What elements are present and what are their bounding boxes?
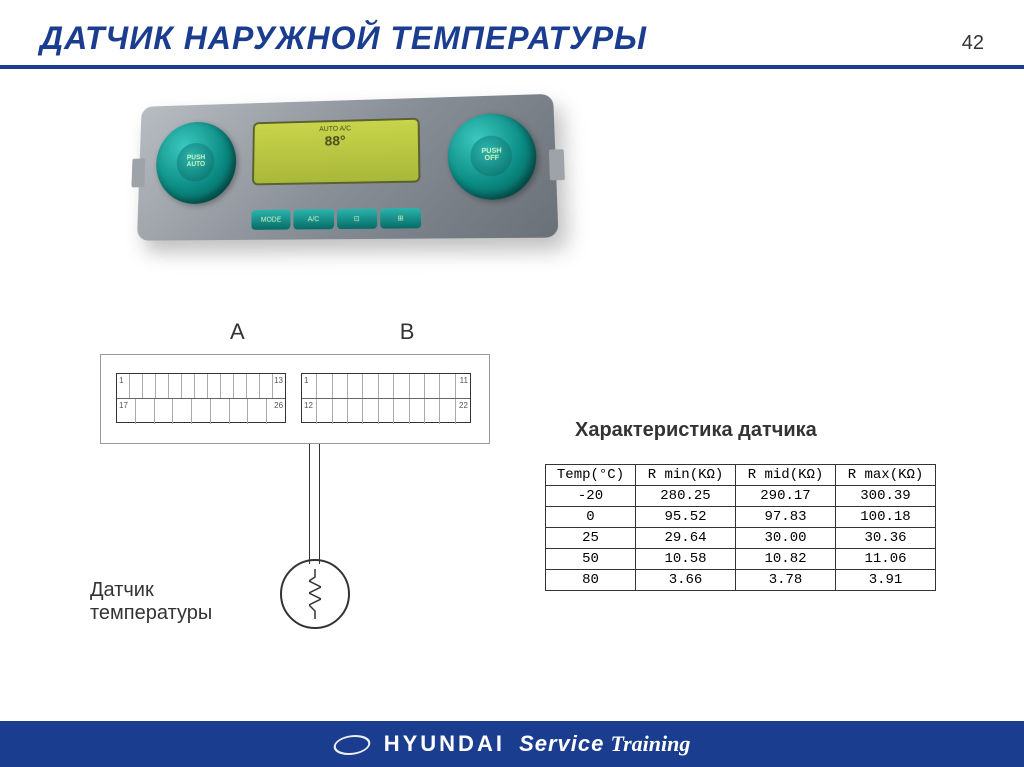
table-cell: 80 xyxy=(546,570,636,591)
page-title: ДАТЧИК НАРУЖНОЙ ТЕМПЕРАТУРЫ xyxy=(40,20,647,57)
content-area: AUTO A/C 88° MODE A/C ⊡ ⊞ A B 1 13 17 xyxy=(0,89,1024,709)
table-cell: 97.83 xyxy=(736,507,836,528)
footer-training: Training xyxy=(611,731,691,756)
sensor-characteristics-table: Temp(°C)R min(KΩ)R mid(KΩ)R max(KΩ) -202… xyxy=(545,464,936,591)
table-cell: -20 xyxy=(546,486,636,507)
table-cell: 29.64 xyxy=(636,528,736,549)
table-row: 5010.5810.8211.06 xyxy=(546,549,936,570)
pin-a17: 17 xyxy=(119,401,128,410)
table-cell: 3.91 xyxy=(836,570,936,591)
table-cell: 50 xyxy=(546,549,636,570)
pin-a26: 26 xyxy=(274,401,283,410)
sensor-label-line2: температуры xyxy=(90,602,212,625)
table-cell: 30.00 xyxy=(736,528,836,549)
lcd-display: AUTO A/C 88° xyxy=(252,118,421,186)
rear-button: ⊞ xyxy=(380,208,421,229)
sensor-label-line1: Датчик xyxy=(90,579,212,602)
table-cell: 30.36 xyxy=(836,528,936,549)
table-cell: 100.18 xyxy=(836,507,936,528)
pin-b12: 12 xyxy=(304,401,313,410)
col-header: Temp(°C) xyxy=(546,465,636,486)
footer-brand: HYUNDAI xyxy=(384,731,505,756)
hyundai-logo-icon xyxy=(330,735,373,755)
table-cell: 10.58 xyxy=(636,549,736,570)
table-row: 2529.6430.0030.36 xyxy=(546,528,936,549)
table-cell: 280.25 xyxy=(636,486,736,507)
off-label xyxy=(448,147,537,163)
footer: HYUNDAI Service Training xyxy=(0,721,1024,767)
table-cell: 0 xyxy=(546,507,636,528)
footer-service: Service xyxy=(519,731,604,756)
col-header: R mid(KΩ) xyxy=(736,465,836,486)
footer-text: HYUNDAI Service Training xyxy=(334,731,691,756)
connector-labels: A B xyxy=(175,319,525,345)
thermistor-symbol xyxy=(280,559,350,629)
col-header: R min(KΩ) xyxy=(636,465,736,486)
connector-b-label: B xyxy=(400,319,415,345)
connector-diagram: 1 13 17 26 1 11 12 22 xyxy=(100,354,490,444)
pin-b11: 11 xyxy=(460,376,468,385)
header: ДАТЧИК НАРУЖНОЙ ТЕМПЕРАТУРЫ 42 xyxy=(0,0,1024,65)
pin-a1: 1 xyxy=(119,376,123,385)
mode-button: MODE xyxy=(251,210,290,230)
table-cell: 290.17 xyxy=(736,486,836,507)
table-cell: 3.66 xyxy=(636,570,736,591)
col-header: R max(KΩ) xyxy=(836,465,936,486)
auto-label xyxy=(156,154,236,169)
table-row: 095.5297.83100.18 xyxy=(546,507,936,528)
table-cell: 300.39 xyxy=(836,486,936,507)
table-title: Характеристика датчика xyxy=(575,419,817,442)
table-cell: 3.78 xyxy=(736,570,836,591)
wire-2 xyxy=(319,444,320,564)
table-cell: 95.52 xyxy=(636,507,736,528)
table-cell: 10.82 xyxy=(736,549,836,570)
header-divider xyxy=(0,65,1024,69)
connector-b: 1 11 12 22 xyxy=(301,373,471,423)
sensor-label: Датчик температуры xyxy=(90,579,212,625)
mount-tab-right xyxy=(549,149,565,180)
table-row: 803.663.783.91 xyxy=(546,570,936,591)
hvac-panel-illustration: AUTO A/C 88° MODE A/C ⊡ ⊞ xyxy=(130,99,560,269)
page-number: 42 xyxy=(962,32,984,55)
table-cell: 25 xyxy=(546,528,636,549)
table-row: -20280.25290.17300.39 xyxy=(546,486,936,507)
wire-1 xyxy=(309,444,310,564)
connector-a-label: A xyxy=(230,319,245,345)
connector-a: 1 13 17 26 xyxy=(116,373,286,423)
hvac-body: AUTO A/C 88° MODE A/C ⊡ ⊞ xyxy=(137,94,559,241)
pin-a13: 13 xyxy=(274,376,283,385)
resistor-icon xyxy=(309,569,321,619)
table-cell: 11.06 xyxy=(836,549,936,570)
ac-button: A/C xyxy=(294,209,334,229)
bottom-buttons: MODE A/C ⊡ ⊞ xyxy=(251,208,421,230)
defrost-button: ⊡ xyxy=(336,208,377,229)
mount-tab-left xyxy=(131,158,145,187)
pin-b1: 1 xyxy=(304,376,308,385)
pin-b22: 22 xyxy=(459,401,468,410)
